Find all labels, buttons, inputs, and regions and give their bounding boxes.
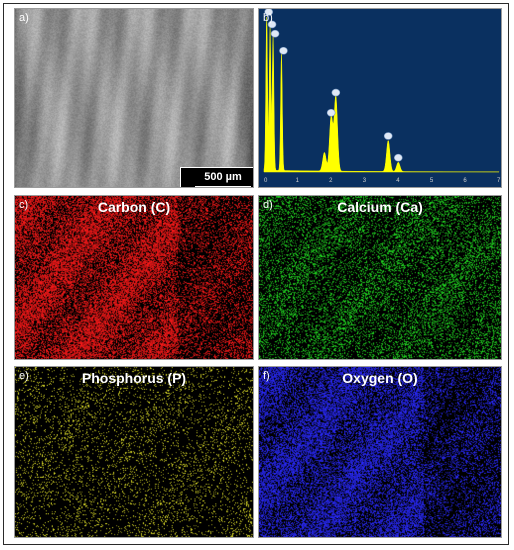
- panel-d-label: d): [263, 199, 273, 211]
- x-tick-label: 3: [363, 178, 367, 184]
- peak-marker-7: [383, 132, 393, 140]
- phosphorus-map-panel: e) Phosphorus (P): [14, 366, 254, 538]
- panel-f-label: f): [263, 370, 270, 382]
- sem-image-panel: a) 500 µm: [14, 8, 254, 188]
- peak-marker-2: [270, 29, 280, 38]
- carbon-map-panel: c) Carbon (C): [14, 195, 254, 360]
- x-tick-label: 2: [329, 178, 333, 184]
- spectrum-background: [259, 9, 501, 187]
- eds-spectrum-chart: 0 1 2 3 4 5 6 7: [259, 9, 501, 187]
- figure-frame: [3, 3, 509, 545]
- calcium-map-title: Calcium (Ca): [337, 199, 423, 215]
- calcium-map-panel: d) Calcium (Ca): [258, 195, 502, 360]
- x-tick-label: 6: [463, 178, 467, 184]
- phosphorus-map-image: [15, 367, 253, 537]
- spectrum-curve: [263, 16, 500, 173]
- calcium-map-image: [259, 196, 501, 359]
- peak-marker-3: [279, 46, 288, 55]
- peak-marker-6: [331, 88, 341, 97]
- peak-marker-1: [267, 20, 277, 29]
- panel-a-label: a): [19, 12, 29, 24]
- scale-bar-line: [195, 186, 251, 187]
- panel-c-label: c): [19, 199, 29, 211]
- panel-e-label: e): [19, 370, 29, 382]
- x-tick-label: 5: [430, 178, 434, 184]
- scale-bar-label: 500 µm: [204, 171, 242, 183]
- carbon-map-title: Carbon (C): [97, 199, 171, 215]
- eds-spectrum-panel: 0 1 2 3 4 5 6 7 b): [258, 8, 502, 188]
- x-tick-label: 4: [396, 178, 400, 184]
- peak-marker-8: [393, 153, 403, 162]
- panel-b-label: b): [263, 12, 273, 24]
- peak-marker-5: [326, 108, 336, 117]
- oxygen-map-title: Oxygen (O): [342, 370, 418, 386]
- peak-marker-0: [264, 9, 273, 16]
- oxygen-map-panel: f) Oxygen (O): [258, 366, 502, 538]
- x-tick-label: 7: [497, 178, 501, 184]
- x-tick-label: 0: [264, 178, 268, 184]
- sem-image: [15, 9, 253, 187]
- oxygen-map-image: [259, 367, 501, 537]
- scale-bar: 500 µm: [180, 167, 253, 187]
- x-tick-label: 1: [296, 178, 300, 184]
- carbon-map-image: [15, 196, 253, 359]
- phosphorus-map-title: Phosphorus (P): [81, 370, 187, 386]
